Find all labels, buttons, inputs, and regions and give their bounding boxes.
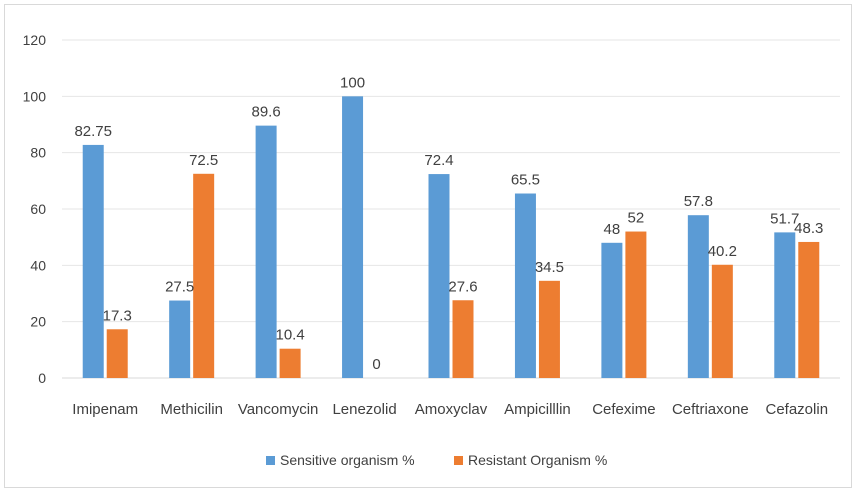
data-label: 40.2 bbox=[708, 243, 737, 260]
data-label: 48 bbox=[604, 221, 621, 238]
x-tick-label: Cefexime bbox=[592, 401, 655, 418]
x-tick-label: Lenezolid bbox=[332, 401, 396, 418]
legend-label: Sensitive organism % bbox=[280, 452, 415, 468]
y-tick-label: 60 bbox=[30, 201, 46, 217]
data-label: 72.4 bbox=[424, 152, 453, 169]
data-label: 10.4 bbox=[276, 327, 305, 344]
bar-resistant bbox=[279, 348, 301, 378]
bar-resistant bbox=[106, 329, 128, 378]
y-axis: 0 20 40 60 80 100 120 bbox=[23, 32, 47, 386]
legend-item-resistant: Resistant Organism % bbox=[454, 452, 607, 468]
bar-resistant bbox=[711, 264, 733, 378]
chart-frame bbox=[4, 4, 852, 488]
bar-sensitive bbox=[774, 232, 796, 378]
legend-swatch bbox=[266, 456, 275, 465]
x-tick-label: Ceftriaxone bbox=[672, 401, 749, 418]
x-tick-label: Methicilin bbox=[160, 401, 223, 418]
y-tick-label: 20 bbox=[30, 314, 46, 330]
data-label: 57.8 bbox=[684, 193, 713, 210]
y-tick-label: 120 bbox=[23, 32, 47, 48]
y-tick-label: 0 bbox=[38, 370, 46, 386]
data-label: 48.3 bbox=[794, 220, 823, 237]
data-label: 17.3 bbox=[103, 307, 132, 324]
y-tick-label: 100 bbox=[23, 88, 47, 104]
bar-resistant bbox=[193, 173, 215, 378]
legend-item-sensitive: Sensitive organism % bbox=[266, 452, 415, 468]
data-label: 82.75 bbox=[74, 123, 112, 140]
data-label: 100 bbox=[340, 74, 365, 91]
data-labels: 82.75 17.3 27.5 72.5 89.6 10.4 100 0 72.4 27.6 65.… bbox=[74, 74, 823, 373]
bar-resistant bbox=[452, 300, 474, 378]
x-tick-label: Vancomycin bbox=[238, 401, 319, 418]
x-tick-label: Ampicilllin bbox=[504, 401, 571, 418]
x-tick-label: Amoxyclav bbox=[415, 401, 488, 418]
bars bbox=[82, 96, 820, 378]
bar-resistant bbox=[538, 280, 560, 378]
bar-sensitive bbox=[82, 144, 104, 378]
bar-sensitive bbox=[514, 193, 536, 378]
bar-resistant bbox=[625, 231, 647, 378]
x-axis: Imipenam Methicilin Vancomycin Lenezolid Amo… bbox=[72, 401, 828, 418]
bar-sensitive bbox=[342, 96, 364, 378]
y-tick-label: 80 bbox=[30, 145, 46, 161]
data-label: 27.5 bbox=[165, 279, 194, 296]
bar-sensitive bbox=[601, 242, 623, 378]
bar-sensitive bbox=[428, 174, 450, 378]
legend-label: Resistant Organism % bbox=[468, 452, 607, 468]
bar-sensitive bbox=[687, 215, 709, 378]
data-label: 51.7 bbox=[770, 210, 799, 227]
x-tick-label: Imipenam bbox=[72, 401, 138, 418]
gridlines bbox=[62, 39, 840, 379]
data-label: 34.5 bbox=[535, 259, 564, 276]
y-tick-label: 40 bbox=[30, 257, 46, 273]
data-label: 0 bbox=[372, 356, 380, 373]
bar-resistant bbox=[798, 241, 820, 378]
data-label: 52 bbox=[628, 210, 645, 227]
x-tick-label: Cefazolin bbox=[766, 401, 829, 418]
legend: Sensitive organism % Resistant Organism % bbox=[266, 452, 607, 468]
data-label: 65.5 bbox=[511, 172, 540, 189]
legend-swatch bbox=[454, 456, 463, 465]
bar-sensitive bbox=[169, 300, 191, 378]
data-label: 72.5 bbox=[189, 152, 218, 169]
data-label: 27.6 bbox=[448, 278, 477, 295]
bar-sensitive bbox=[255, 125, 277, 378]
data-label: 89.6 bbox=[252, 104, 281, 121]
